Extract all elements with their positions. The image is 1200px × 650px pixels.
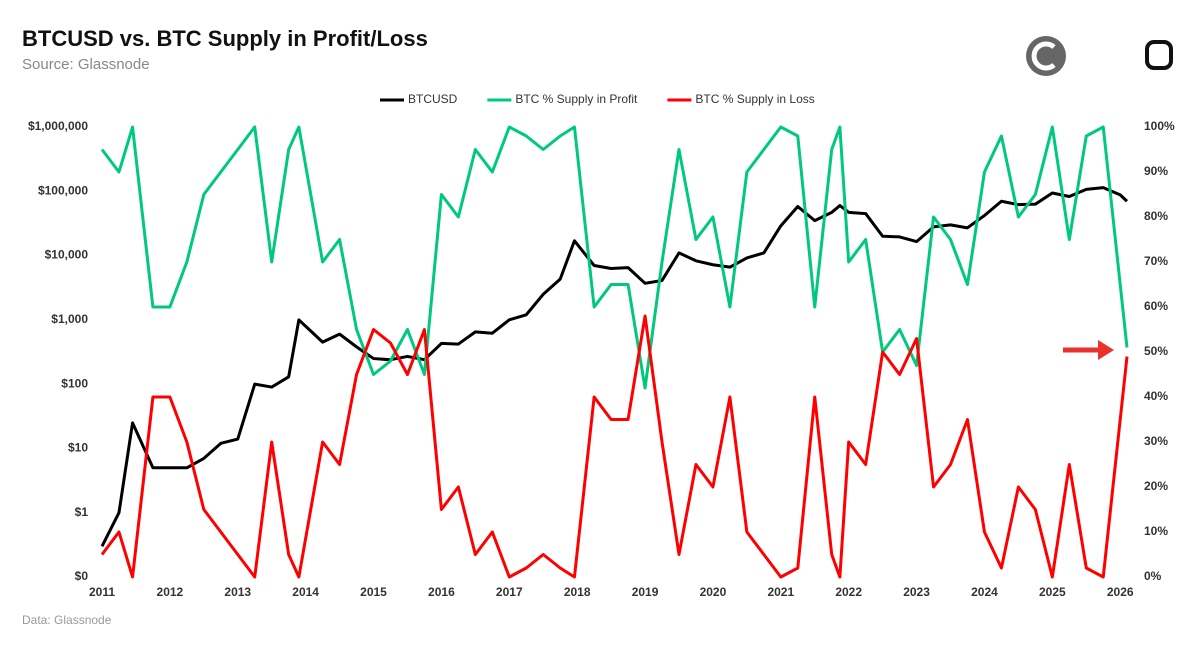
y-tick-label: $0 — [75, 569, 89, 583]
y-tick-label: $1 — [75, 505, 89, 519]
y-tick-label: $10,000 — [45, 248, 89, 262]
y-tick-label: $10 — [68, 441, 88, 455]
series-line — [100, 314, 1129, 579]
x-tick-label: 2019 — [632, 585, 659, 599]
x-tick-label: 2011 — [89, 585, 115, 599]
x-tick-label: 2021 — [767, 585, 794, 599]
y2-tick-label: 60% — [1144, 299, 1168, 313]
y2-tick-label: 50% — [1144, 344, 1168, 358]
x-tick-label: 2023 — [903, 585, 930, 599]
y2-tick-label: 70% — [1144, 254, 1168, 268]
footer: Data: Glassnode — [22, 613, 112, 627]
y2-tick-label: 80% — [1144, 209, 1168, 223]
x-tick-label: 2022 — [835, 585, 862, 599]
x-tick-label: 2013 — [224, 585, 251, 599]
annotation-arrow — [1063, 340, 1114, 360]
x-tick-label: 2025 — [1039, 585, 1066, 599]
chart-subtitle: Source: Glassnode — [22, 56, 150, 73]
series-line — [100, 125, 1129, 390]
x-tick-label: 2014 — [292, 585, 319, 599]
y-tick-label: $1,000 — [51, 312, 88, 326]
y2-tick-label: 20% — [1144, 479, 1168, 493]
y2-tick-label: 10% — [1144, 524, 1168, 538]
y-tick-label: $100,000 — [38, 183, 88, 197]
logo — [1026, 36, 1173, 76]
x-tick-label: 2024 — [971, 585, 998, 599]
x-tick-label: 2015 — [360, 585, 387, 599]
y-tick-label: $100 — [61, 376, 88, 390]
x-tick-label: 2016 — [428, 585, 455, 599]
chart-title: BTCUSD vs. BTC Supply in Profit/Loss — [22, 26, 428, 51]
y2-tick-label: 30% — [1144, 434, 1168, 448]
series-line — [100, 186, 1129, 548]
y2-tick-label: 100% — [1144, 119, 1175, 133]
x-tick-label: 2026 — [1107, 585, 1134, 599]
y-tick-label: $1,000,000 — [28, 119, 88, 133]
legend-label: BTC % Supply in Profit — [515, 92, 638, 106]
x-tick-label: 2020 — [700, 585, 727, 599]
x-tick-label: 2017 — [496, 585, 523, 599]
y2-tick-label: 0% — [1144, 569, 1162, 583]
y2-tick-label: 40% — [1144, 389, 1168, 403]
legend-label: BTCUSD — [408, 92, 458, 106]
y2-tick-label: 90% — [1144, 164, 1168, 178]
x-tick-label: 2012 — [157, 585, 184, 599]
x-tick-label: 2018 — [564, 585, 591, 599]
legend-label: BTC % Supply in Loss — [695, 92, 814, 106]
